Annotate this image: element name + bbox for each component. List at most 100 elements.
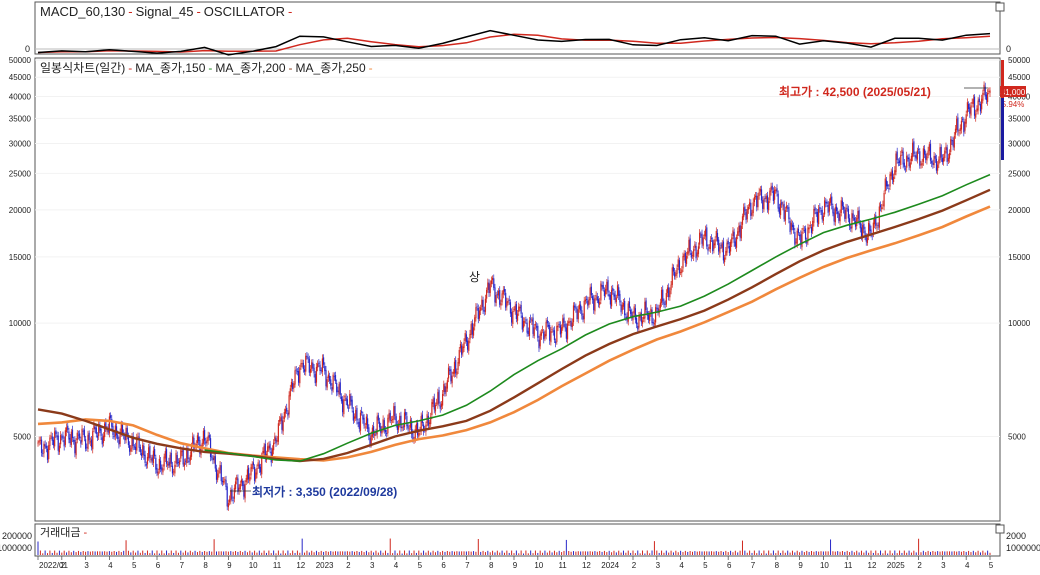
- candle-body: [292, 382, 294, 389]
- candle-body: [718, 239, 720, 252]
- volume-bar: [775, 553, 777, 555]
- candle-body: [399, 415, 401, 424]
- volume-bar: [154, 553, 156, 555]
- candle-body: [51, 436, 53, 441]
- candle-body: [920, 164, 922, 166]
- volume-bar: [844, 551, 846, 555]
- candle-body: [524, 321, 526, 323]
- candle-body: [39, 439, 41, 441]
- volume-bar: [389, 538, 391, 555]
- volume-bar: [101, 551, 103, 555]
- candle-body: [563, 317, 565, 323]
- volume-bar: [749, 550, 751, 555]
- volume-bar: [513, 553, 515, 555]
- volume-bar: [461, 551, 463, 555]
- volume-bar: [61, 552, 63, 555]
- y-axis-left: 5000 10000 15000 20000 25000 30000 35000 40000 4…: [9, 56, 1000, 441]
- candle-body: [267, 446, 269, 452]
- candle-body: [421, 414, 423, 424]
- candle-body: [578, 304, 581, 310]
- volume-bar: [780, 552, 782, 555]
- volume-bar: [975, 552, 977, 555]
- candle-body: [687, 251, 689, 255]
- volume-bar: [860, 550, 862, 555]
- candle-body: [136, 437, 138, 451]
- volume-bar: [413, 550, 415, 555]
- x-tick-label: 6: [156, 561, 161, 570]
- candle-body: [162, 468, 164, 473]
- volume-bar: [116, 551, 118, 555]
- candle-body: [65, 427, 68, 432]
- candle-body: [689, 238, 691, 252]
- candle-body: [706, 227, 708, 247]
- volume-bar: [644, 553, 646, 555]
- volume-bar: [523, 553, 525, 555]
- volume-bar: [39, 550, 41, 555]
- candle-body: [707, 248, 709, 251]
- candle-body: [468, 340, 470, 351]
- volume-bar: [822, 551, 824, 555]
- volume-bar: [632, 550, 634, 555]
- ma200-line: [37, 188, 991, 463]
- candle-body: [631, 311, 633, 319]
- candle-body: [248, 467, 250, 480]
- candle-body: [588, 299, 590, 305]
- candle-body: [192, 436, 194, 444]
- candle-body: [518, 306, 520, 312]
- candle-body: [852, 213, 854, 219]
- x-tick-label: 9: [798, 561, 803, 570]
- candle-body: [93, 424, 95, 430]
- volume-bar: [349, 551, 351, 555]
- volume-bar: [263, 550, 265, 555]
- candle-body: [702, 237, 704, 246]
- candle-body: [864, 230, 866, 238]
- volume-bar: [787, 550, 789, 555]
- volume-bar: [468, 551, 470, 555]
- volume-panel-expand-icon[interactable]: [995, 524, 1005, 534]
- candle-body: [956, 118, 958, 130]
- candle-body: [157, 471, 159, 475]
- volume-bar: [375, 550, 377, 555]
- candle-body: [375, 432, 377, 434]
- candle-body: [793, 225, 795, 231]
- candle-body: [607, 280, 609, 293]
- candle-body: [715, 230, 717, 238]
- candle-body: [412, 433, 414, 440]
- candle-body: [979, 103, 982, 112]
- volume-bar: [558, 550, 560, 555]
- volume-bar: [658, 552, 660, 555]
- volume-bar: [268, 550, 270, 555]
- candle-body: [613, 292, 615, 297]
- candle-body: [744, 206, 746, 212]
- ma250-line: [37, 205, 991, 462]
- y-tick-label-right: 30000: [1008, 140, 1031, 149]
- candle-body: [644, 301, 646, 319]
- candle-body: [196, 435, 199, 443]
- volume-bar: [932, 550, 934, 555]
- candle-body: [882, 204, 884, 206]
- volume-bar: [208, 551, 210, 555]
- volume-bar: [354, 551, 356, 555]
- volume-bar: [937, 551, 939, 555]
- volume-bar: [158, 553, 160, 555]
- volume-bar: [653, 541, 655, 555]
- volume-bar: [680, 550, 682, 555]
- candle-body: [831, 196, 833, 206]
- volume-bar: [104, 551, 106, 555]
- candle-body: [497, 290, 500, 296]
- macd-panel-expand-icon[interactable]: [995, 2, 1005, 12]
- volume-bar: [856, 550, 858, 555]
- candle-body: [90, 439, 93, 448]
- candle-body: [825, 201, 827, 204]
- volume-bar: [722, 551, 724, 555]
- candle-body: [933, 155, 935, 166]
- volume-bar: [351, 551, 353, 555]
- candle-body: [117, 434, 119, 440]
- volume-bar: [251, 552, 253, 555]
- candle-body: [671, 267, 673, 285]
- volume-bar: [837, 551, 839, 555]
- candle-body: [56, 435, 58, 437]
- x-tick-label: 2025: [887, 561, 905, 570]
- candle-body: [546, 320, 548, 324]
- x-tick-label: 8: [489, 561, 494, 570]
